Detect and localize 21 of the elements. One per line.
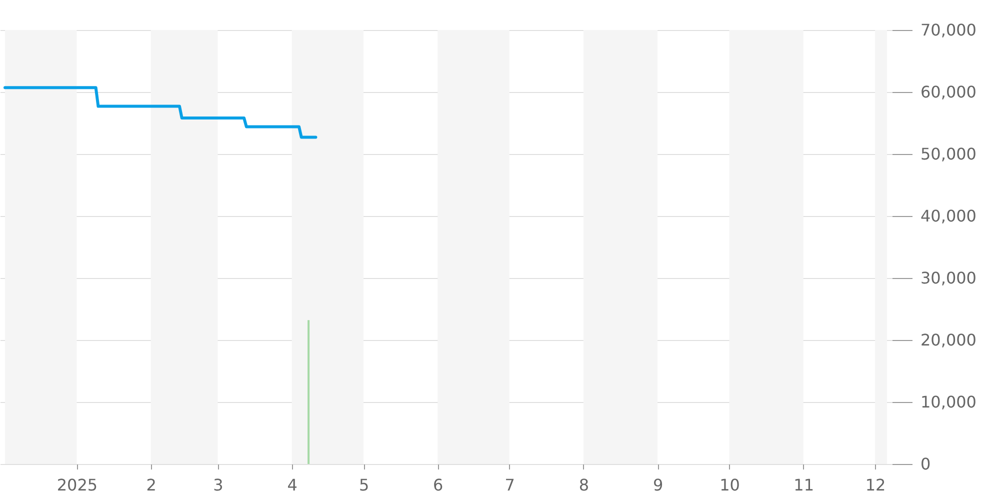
x-tick-label: 9 bbox=[652, 476, 664, 494]
y-tick-label: 30,000 bbox=[920, 268, 976, 288]
y-tick-label: 10,000 bbox=[920, 392, 976, 412]
x-tick-label: 7 bbox=[504, 476, 515, 494]
x-tick-label: 2 bbox=[146, 476, 156, 494]
y-tick-label: 20,000 bbox=[920, 330, 976, 350]
x-tick-label: 8 bbox=[578, 476, 590, 494]
y-tick-label: 70,000 bbox=[920, 20, 976, 40]
y-tick-label: 50,000 bbox=[920, 144, 976, 164]
x-tick-label: 2025 bbox=[56, 476, 98, 494]
x-tick-label: 11 bbox=[794, 476, 814, 494]
line-series bbox=[4, 86, 318, 139]
x-tick-label: 10 bbox=[720, 476, 740, 494]
x-tick-label: 6 bbox=[433, 476, 444, 494]
y-tick-label: 40,000 bbox=[920, 206, 976, 226]
y-tick-label: 60,000 bbox=[920, 82, 976, 102]
x-tick-label: 12 bbox=[865, 476, 886, 494]
y-tick-label: 0 bbox=[920, 454, 931, 474]
x-tick-label: 3 bbox=[213, 476, 224, 494]
x-tick-label: 4 bbox=[287, 476, 298, 494]
x-tick-label: 5 bbox=[358, 476, 370, 494]
